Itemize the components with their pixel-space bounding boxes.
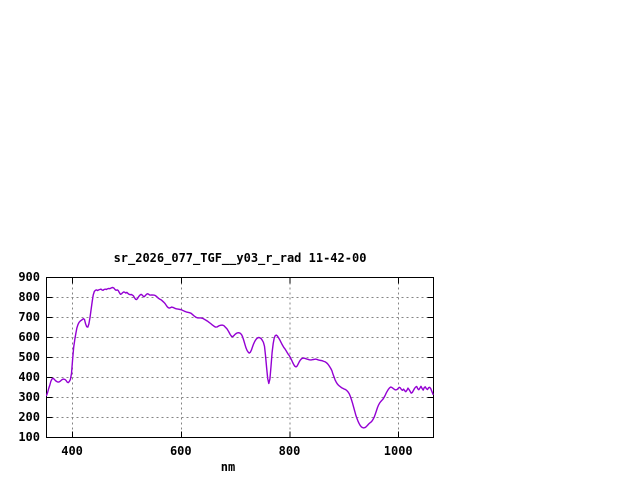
- y-tick-label: 200: [18, 410, 40, 424]
- data-curve: [46, 286, 434, 429]
- y-tick-label: 600: [18, 330, 40, 344]
- y-tick-label: 500: [18, 350, 40, 364]
- y-tick-label: 100: [18, 430, 40, 444]
- y-tick-label: 800: [18, 290, 40, 304]
- y-tick-label: 900: [18, 270, 40, 284]
- x-tick-label: 1000: [383, 444, 413, 458]
- chart-title: sr_2026_077_TGF__y03_r_rad 11-42-00: [113, 251, 367, 265]
- y-tick-label: 300: [18, 390, 40, 404]
- x-tick-label: 400: [61, 444, 83, 458]
- y-tick-label: 700: [18, 310, 40, 324]
- x-tick-label: 600: [169, 444, 192, 458]
- x-tick-label: 800: [278, 444, 301, 458]
- x-axis-label: nm: [220, 460, 236, 474]
- y-tick-label: 400: [18, 370, 40, 384]
- plot-area: [46, 277, 434, 438]
